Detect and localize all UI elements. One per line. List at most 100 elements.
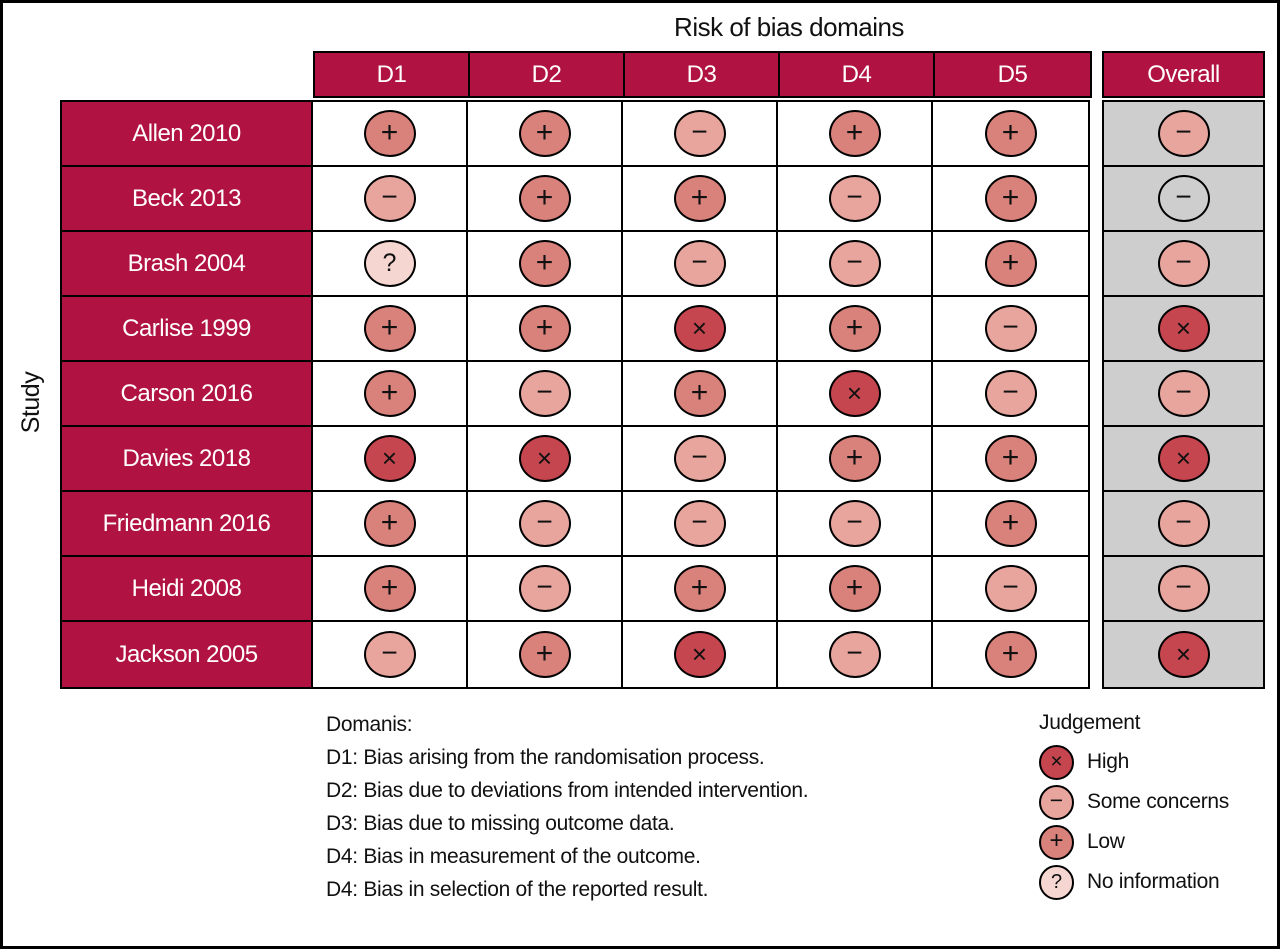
judgement-some-icon: − — [1157, 240, 1210, 287]
judgement-high-icon: × — [1157, 631, 1210, 678]
judgement-cell: − — [468, 557, 623, 620]
judgement-cell: + — [468, 622, 623, 687]
judgement-some-icon: − — [984, 305, 1037, 352]
judgement-cell: + — [778, 557, 933, 620]
overall-column-header: Overall — [1102, 51, 1265, 98]
judgement-cell: − — [778, 232, 933, 295]
judgement-legend: Judgement × High − Some concerns + Low? No inf… — [1039, 708, 1229, 902]
judgement-low-icon: + — [363, 305, 416, 352]
domain-definition: D2: Bias due to deviations from intended… — [326, 779, 809, 802]
domain-definition: D4: Bias in measurement of the outcome. — [326, 845, 701, 868]
judgement-cell: + — [933, 167, 1088, 230]
judgement-low-icon: + — [363, 370, 416, 417]
judgement-cell: − — [933, 557, 1088, 620]
domain-definition: D4: Bias in selection of the reported re… — [326, 878, 709, 901]
judgement-cell: × — [313, 427, 468, 490]
judgement-low-icon: + — [984, 175, 1037, 222]
judgement-cell: + — [313, 102, 468, 165]
legend-item-label: No information — [1087, 870, 1220, 893]
judgement-high-icon: × — [828, 370, 881, 417]
judgement-cell: + — [468, 232, 623, 295]
judgement-low-icon: + — [828, 110, 881, 157]
judgement-low-icon: + — [363, 565, 416, 612]
judgement-cell: − — [778, 622, 933, 687]
legend-item-low: + Low — [1039, 822, 1229, 862]
judgement-cell: + — [468, 102, 623, 165]
judgement-high-icon: × — [363, 435, 416, 482]
judgement-cell: + — [933, 622, 1088, 687]
judgement-noinfo-icon: ? — [363, 240, 416, 287]
judgement-low-icon: + — [984, 631, 1037, 678]
judgement-low-icon: + — [828, 565, 881, 612]
overall-judgement-cell: − — [1104, 557, 1263, 622]
judgement-cell: ? — [313, 232, 468, 295]
judgement-cell: × — [623, 297, 778, 360]
judgement-low-icon: + — [518, 240, 571, 287]
judgement-high-icon: × — [518, 435, 571, 482]
judgement-cell: + — [623, 557, 778, 620]
study-axis-label: Study — [17, 371, 45, 434]
judgement-cell: − — [623, 102, 778, 165]
judgement-high-icon: × — [673, 305, 726, 352]
judgement-high-icon: × — [673, 631, 726, 678]
study-axis: Study — [3, 100, 60, 705]
overall-judgement-cell: − — [1104, 362, 1263, 427]
judgement-low-icon: + — [984, 500, 1037, 547]
judgement-cell: + — [313, 557, 468, 620]
judgement-cell: − — [313, 167, 468, 230]
judgement-cell: + — [933, 232, 1088, 295]
judgement-some-icon: − — [828, 240, 881, 287]
domain-header-d3: D3 — [625, 53, 780, 96]
judgement-cell: − — [933, 297, 1088, 360]
judgement-some-icon: − — [673, 500, 726, 547]
judgement-some-icon: − — [828, 631, 881, 678]
judgement-cell: + — [778, 102, 933, 165]
judgement-some-icon: − — [1157, 370, 1210, 417]
overall-judgement-cell: × — [1104, 427, 1263, 492]
legend-item-high: × High — [1039, 742, 1229, 782]
judgement-some-icon: − — [673, 110, 726, 157]
domain-header-d1: D1 — [315, 53, 470, 96]
study-row-header: Allen 2010 — [62, 102, 313, 165]
study-row-header: Brash 2004 — [62, 232, 313, 295]
judgement-cell: − — [468, 492, 623, 555]
overall-judgement-cell: − — [1104, 102, 1263, 167]
judgement-some-icon: − — [1039, 784, 1074, 820]
judgement-cell: + — [778, 297, 933, 360]
judgement-low-icon: + — [363, 110, 416, 157]
judgement-some-icon: − — [1157, 110, 1210, 157]
judgement-some-icon: − — [363, 631, 416, 678]
judgement-cell: + — [468, 167, 623, 230]
table-row: Beck 2013 − + + − + — [62, 167, 1088, 232]
domains-footnote: Domanis: D1: Bias arising from the rando… — [326, 708, 809, 906]
judgement-low-icon: + — [518, 305, 571, 352]
overall-judgement-cell: − — [1104, 492, 1263, 557]
judgement-cell: − — [933, 362, 1088, 425]
judgement-low-icon: + — [673, 370, 726, 417]
domain-definition: D3: Bias due to missing outcome data. — [326, 812, 675, 835]
domain-definition: D1: Bias arising from the randomisation … — [326, 746, 765, 769]
table-row: Friedmann 2016 + − − − + — [62, 492, 1088, 557]
judgement-cell: + — [313, 492, 468, 555]
figure-title: Risk of bias domains — [674, 12, 904, 42]
judgement-low-icon: + — [828, 305, 881, 352]
judgement-cell: + — [468, 297, 623, 360]
judgement-cell: × — [623, 622, 778, 687]
judgement-cell: − — [778, 167, 933, 230]
legend-items: × High − Some concerns + Low? No information — [1039, 742, 1229, 902]
domain-header-d2: D2 — [470, 53, 625, 96]
study-row-header: Beck 2013 — [62, 167, 313, 230]
judgement-low-icon: + — [1039, 824, 1074, 860]
table-row: Carlise 1999 + + × + − — [62, 297, 1088, 362]
legend-item-label: Low — [1087, 830, 1125, 853]
judgement-cell: − — [623, 232, 778, 295]
judgement-cell: − — [468, 362, 623, 425]
judgement-some-icon: − — [673, 240, 726, 287]
domain-header-d4: D4 — [780, 53, 935, 96]
judgement-cell: − — [778, 492, 933, 555]
judgement-cell: + — [623, 167, 778, 230]
table-row: Carson 2016 + − + × − — [62, 362, 1088, 427]
judgement-low-icon: + — [984, 435, 1037, 482]
judgement-some-icon: − — [518, 370, 571, 417]
